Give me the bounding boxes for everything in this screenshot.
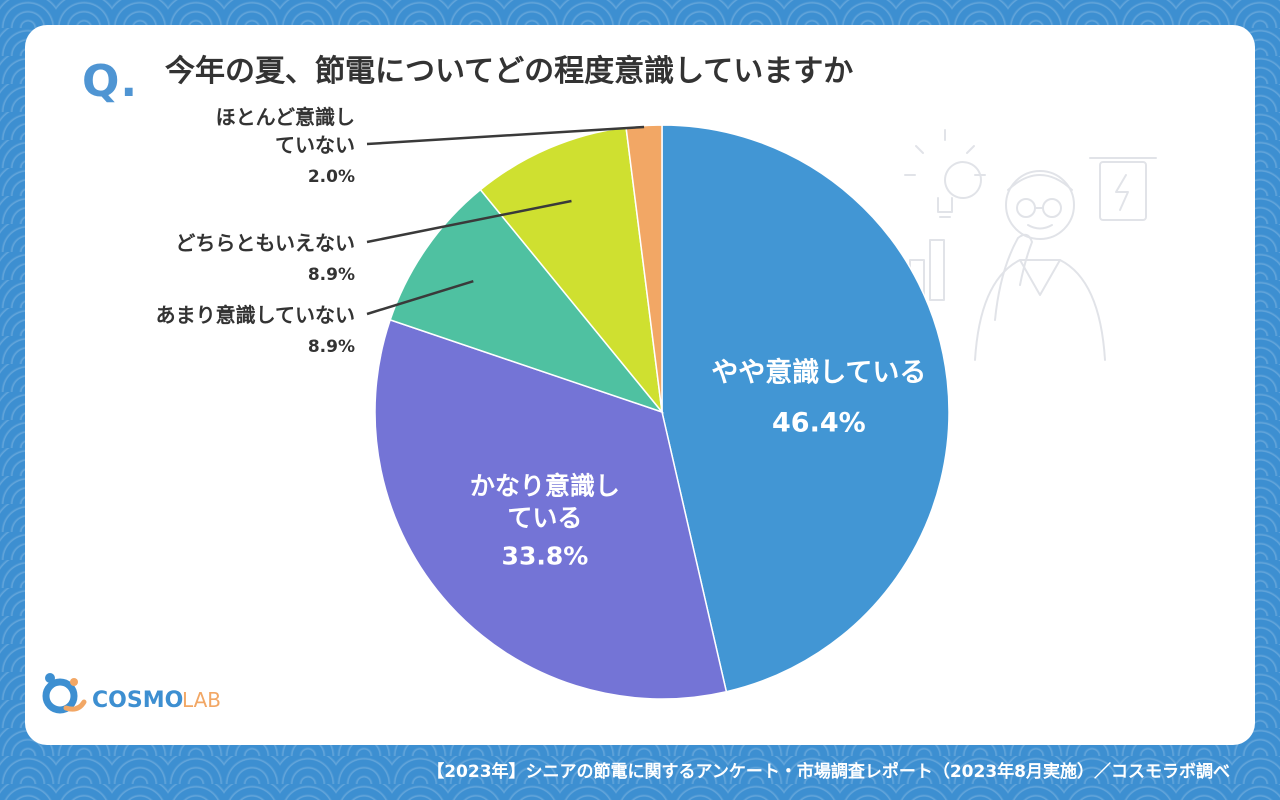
slice-value-label: 33.8% [502,542,589,571]
slice-label: やや意識している [711,357,926,389]
question-mark: Q. [82,56,139,107]
pie-slice [661,124,950,693]
slice-label: どちらともいえない [175,231,355,255]
footer-source-note: 【2023年】シニアの節電に関するアンケート・市場調査レポート（2023年8月実… [427,762,1230,782]
cosmo-lab-logo: COSMO LAB [42,673,221,714]
slice-value-label: 8.9% [308,265,355,285]
slice-value-label: 2.0% [308,167,355,187]
slice-label: かなり意識し [470,472,620,501]
pie-slice [374,318,728,700]
leader-line [366,199,572,244]
leader-line [366,125,645,146]
slice-label: ていない [275,133,355,157]
slice-label: あまり意識していない [156,303,355,327]
slice-value-label: 46.4% [772,408,866,439]
logo-text-lab: LAB [182,688,221,712]
slice-label: ている [507,504,582,533]
cosmo-lab-logo-icon [42,673,87,714]
leader-line [366,279,474,316]
logo-text-cosmo: COSMO [92,688,183,713]
chart-title: 今年の夏、節電についてどの程度意識していますか [165,54,854,89]
thinking-senior-illustration-icon [904,129,1157,361]
slice-value-label: 8.9% [308,337,355,357]
slice-label: ほとんど意識し [216,105,355,129]
pie-slice [389,188,665,414]
